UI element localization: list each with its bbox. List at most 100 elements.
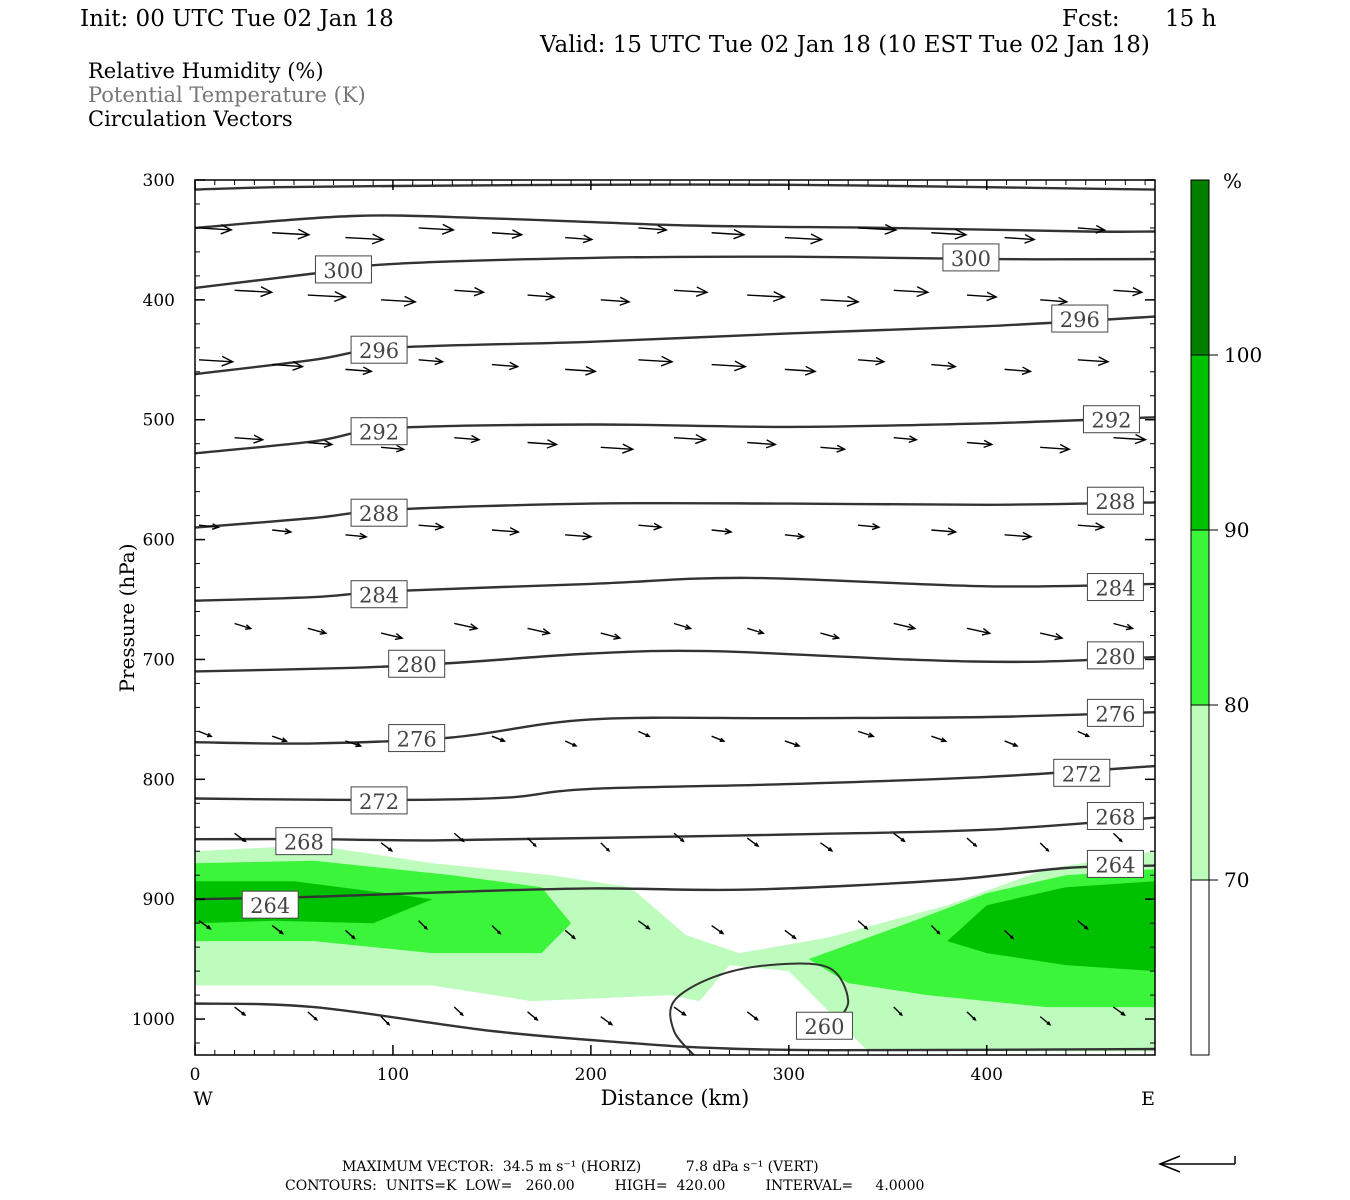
circulation-vector	[491, 735, 507, 743]
theta-contour-closed-260	[669, 962, 850, 1055]
svg-text:284: 284	[1095, 577, 1135, 601]
circulation-vector	[637, 920, 651, 930]
circulation-vector	[600, 842, 611, 853]
contour-label: 280	[1086, 641, 1144, 670]
svg-text:292: 292	[1091, 409, 1131, 433]
init-label: Init: 00 UTC Tue 02 Jan 18	[80, 6, 394, 32]
theta-contour-260	[195, 1002, 1155, 1052]
circulation-vector	[600, 632, 622, 640]
circulation-vector	[565, 234, 594, 244]
circulation-vector	[1077, 224, 1107, 234]
contour-label: 300	[942, 243, 1000, 272]
circulation-vector	[345, 233, 385, 245]
circulation-vector	[931, 527, 958, 536]
x-axis-left-end: W	[193, 1088, 213, 1110]
circulation-vector	[381, 295, 417, 307]
circulation-vector	[966, 439, 994, 449]
circulation-vector	[820, 632, 841, 640]
circulation-vector	[454, 286, 486, 297]
x-tick-label: 0	[190, 1065, 201, 1085]
reference-vector-icon	[1157, 1155, 1236, 1173]
circulation-vector	[747, 627, 766, 635]
circulation-vector	[234, 832, 247, 843]
circulation-vector	[711, 735, 726, 743]
colorbar-swatch-90	[1191, 355, 1209, 530]
valid-label: Valid: 15 UTC Tue 02 Jan 18 (10 EST Tue …	[539, 32, 1150, 58]
theta-contour-288	[195, 501, 1155, 529]
x-axis-right-end: E	[1141, 1088, 1155, 1110]
contour-label: 292	[350, 417, 408, 446]
circulation-vector	[565, 531, 593, 541]
contour-label: 284	[1086, 573, 1144, 602]
contour-label: 292	[1082, 405, 1140, 434]
circulation-vector	[600, 1016, 614, 1026]
fcst-value: 15 h	[1165, 6, 1217, 32]
circulation-vectors	[198, 223, 1148, 1026]
circulation-vector	[491, 925, 502, 935]
svg-text:280: 280	[397, 653, 437, 677]
plot-area	[195, 183, 1155, 1055]
theta-contour-292	[195, 416, 1155, 455]
svg-text:268: 268	[284, 831, 324, 855]
svg-text:272: 272	[359, 790, 399, 814]
circulation-vector	[198, 523, 221, 531]
circulation-vector	[931, 361, 957, 371]
contour-label: 284	[350, 580, 408, 609]
x-tick-label: 400	[971, 1065, 1003, 1085]
contour-label: 268	[275, 827, 333, 856]
x-tick-label: 300	[773, 1065, 805, 1085]
circulation-vector	[234, 1006, 247, 1017]
circulation-vector	[820, 842, 834, 852]
circulation-vector	[1004, 366, 1033, 376]
circulation-vector	[1040, 443, 1071, 454]
circulation-vector	[857, 920, 869, 930]
theta-contour-296	[195, 315, 1155, 376]
circulation-vector	[453, 1006, 464, 1017]
y-tick-label: 300	[143, 171, 175, 191]
circulation-vector	[893, 622, 917, 631]
circulation-vector	[1077, 920, 1089, 930]
plot-frame	[194, 179, 1156, 1056]
y-tick-label: 1000	[132, 1010, 175, 1030]
contour-label: 272	[350, 786, 408, 815]
circulation-vector	[747, 290, 787, 303]
circulation-vector	[820, 295, 860, 307]
circulation-vector	[858, 523, 881, 531]
circulation-vector	[454, 622, 479, 631]
circulation-vector	[673, 1006, 687, 1017]
circulation-vector	[1004, 929, 1015, 940]
circulation-vector	[746, 837, 760, 848]
colorbar-swatch-100	[1191, 180, 1209, 355]
circulation-vector	[272, 528, 293, 535]
circulation-vector	[893, 435, 919, 443]
circulation-vector	[527, 837, 537, 848]
circulation-vector	[1004, 531, 1033, 541]
circulation-vector	[198, 224, 233, 235]
circulation-vector	[565, 365, 598, 376]
circulation-vector	[1077, 522, 1106, 531]
circulation-vector	[784, 740, 801, 748]
circulation-vector	[345, 740, 363, 748]
circulation-vector	[380, 1016, 391, 1026]
contours-note: CONTOURS: UNITS=K LOW= 260.00 HIGH= 420.…	[285, 1178, 924, 1194]
circulation-vector	[198, 355, 235, 367]
colorbar-swatch-70	[1191, 705, 1209, 880]
circulation-vector	[307, 290, 348, 303]
circulation-vector	[784, 929, 797, 940]
circulation-vector	[381, 444, 406, 453]
field-theta: Potential Temperature (K)	[88, 83, 366, 107]
circulation-vector	[820, 444, 847, 453]
circulation-vector	[527, 627, 552, 636]
circulation-vector	[893, 832, 906, 843]
circulation-vector	[711, 924, 725, 935]
svg-text:300: 300	[323, 259, 363, 283]
theta-contour-276	[195, 711, 1155, 745]
circulation-vector	[673, 433, 708, 445]
circulation-vector	[418, 920, 428, 930]
circulation-vector	[784, 532, 806, 540]
circulation-vector	[564, 929, 577, 940]
circulation-vector	[638, 224, 668, 234]
svg-text:292: 292	[359, 421, 399, 445]
y-axis-label: Pressure (hPa)	[115, 544, 139, 693]
circulation-vector	[380, 632, 404, 641]
